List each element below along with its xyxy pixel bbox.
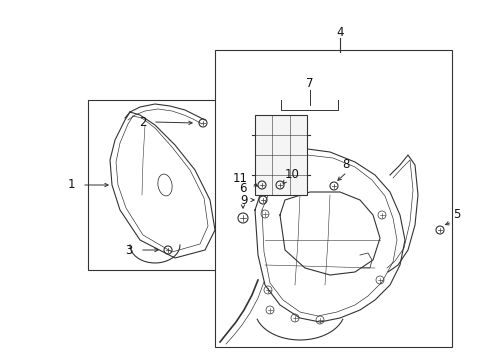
Bar [88,100,235,270]
Text: 5: 5 [452,208,459,221]
Text: 7: 7 [305,77,313,90]
Ellipse shape [158,174,172,196]
Bar [254,115,306,195]
Text: 1: 1 [67,179,75,192]
Text: 9: 9 [240,194,247,207]
Text: 11: 11 [232,171,247,184]
Text: 10: 10 [285,168,299,181]
Text: 4: 4 [336,26,343,39]
Bar [215,50,451,347]
Text: 2: 2 [139,116,147,129]
Text: 8: 8 [341,158,348,171]
Text: 6: 6 [239,182,246,195]
Text: 3: 3 [125,243,133,256]
